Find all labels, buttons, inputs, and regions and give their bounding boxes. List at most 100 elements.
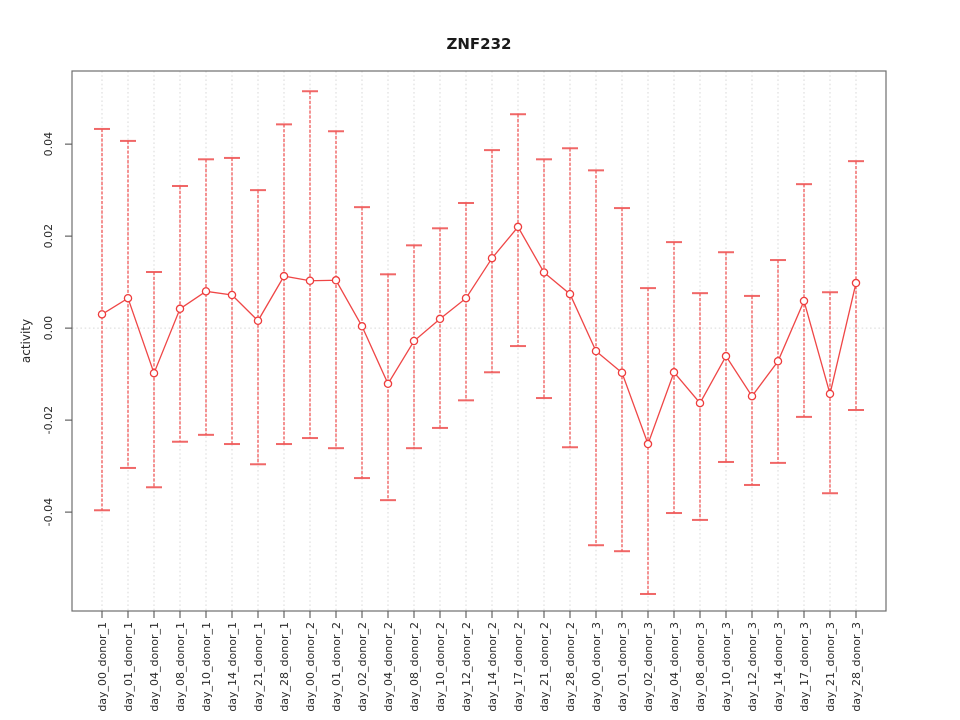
- data-point: [851, 278, 861, 288]
- x-tick-label: day_04_donor_2: [382, 622, 395, 712]
- data-point: [97, 310, 107, 319]
- error-bar: [94, 127, 110, 512]
- error-bar: [328, 130, 344, 450]
- error-bar: [666, 241, 682, 515]
- x-tick-label: day_00_donor_2: [304, 622, 317, 712]
- error-bar: [172, 184, 188, 443]
- data-point: [305, 276, 315, 285]
- series-line: [101, 225, 857, 446]
- error-bar: [744, 294, 760, 486]
- data-point: [565, 289, 575, 299]
- data-point: [591, 346, 601, 356]
- error-bar: [276, 123, 292, 446]
- x-tick-label: day_28_donor_1: [278, 622, 291, 712]
- x-tick-label: day_00_donor_1: [96, 622, 109, 712]
- x-tick-label: day_01_donor_1: [122, 622, 135, 712]
- x-tick-label: day_00_donor_3: [590, 622, 603, 712]
- data-point: [825, 389, 835, 399]
- data-point: [331, 276, 341, 285]
- error-bar: [536, 158, 552, 400]
- x-tick-label: day_02_donor_3: [642, 622, 655, 712]
- x-tick-label: day_17_donor_3: [798, 622, 811, 712]
- x-tick-label: day_14_donor_1: [226, 622, 239, 712]
- error-bar: [432, 227, 448, 429]
- x-tick-label: day_17_donor_2: [512, 622, 525, 712]
- data-point: [773, 356, 783, 366]
- data-point: [487, 253, 497, 263]
- error-bar: [120, 139, 136, 469]
- error-bar: [718, 251, 734, 463]
- x-tick-label: day_10_donor_3: [720, 622, 733, 712]
- x-tick-label: day_08_donor_3: [694, 622, 707, 712]
- x-tick-label: day_21_donor_3: [824, 622, 837, 712]
- data-point: [539, 268, 549, 277]
- data-points-layer: [97, 222, 861, 449]
- error-bar: [198, 158, 214, 436]
- error-bar: [302, 90, 318, 440]
- x-tick-label: day_12_donor_3: [746, 622, 759, 712]
- data-point: [409, 336, 419, 346]
- gridlines-layer: [101, 71, 857, 611]
- data-point: [643, 439, 653, 449]
- data-point: [747, 391, 757, 401]
- x-tick-label: day_08_donor_1: [174, 622, 187, 712]
- x-tick-label: day_14_donor_3: [772, 622, 785, 712]
- error-bar: [640, 287, 656, 595]
- x-tick-label: day_10_donor_2: [434, 622, 447, 712]
- x-tick-label: day_01_donor_2: [330, 622, 343, 712]
- data-point: [123, 293, 133, 303]
- x-tick-label: day_01_donor_3: [616, 622, 629, 712]
- y-tick-label: 0.00: [42, 316, 55, 341]
- y-tick-label: -0.04: [42, 498, 55, 526]
- error-bars-layer: [94, 90, 864, 595]
- y-tick-labels-layer: -0.04 -0.02 0.00 0.02 0.04: [42, 132, 55, 526]
- error-bar: [224, 156, 240, 446]
- x-tick-label: day_04_donor_3: [668, 622, 681, 712]
- error-bar: [146, 271, 162, 489]
- x-tick-label: day_08_donor_2: [408, 622, 421, 712]
- y-tick-label: 0.04: [42, 132, 55, 157]
- x-tick-label: day_14_donor_2: [486, 622, 499, 712]
- error-bar: [848, 160, 864, 411]
- data-point: [383, 379, 393, 389]
- x-tick-label: day_21_donor_1: [252, 622, 265, 712]
- series-line-layer: [101, 225, 857, 446]
- data-point: [799, 296, 809, 306]
- x-tick-label: day_10_donor_1: [200, 622, 213, 712]
- data-point: [175, 304, 185, 314]
- plot-box: [71, 70, 887, 612]
- x-tick-label: day_12_donor_2: [460, 622, 473, 712]
- data-point: [435, 314, 445, 324]
- x-tick-label: day_02_donor_2: [356, 622, 369, 712]
- x-tick-label: day_21_donor_2: [538, 622, 551, 712]
- error-bar: [250, 189, 266, 466]
- x-tick-label: day_28_donor_2: [564, 622, 577, 712]
- x-tick-labels-layer: day_00_donor_1 day_01_donor_1 day_04_donor…: [96, 622, 863, 712]
- data-point: [357, 322, 367, 331]
- data-point: [227, 290, 237, 300]
- error-bar: [354, 206, 370, 480]
- y-tick-label: -0.02: [42, 406, 55, 434]
- y-tick-label: 0.02: [42, 224, 55, 249]
- data-point: [669, 368, 679, 377]
- data-point: [617, 368, 627, 377]
- data-point: [279, 271, 289, 281]
- axes-layer: [65, 70, 887, 618]
- error-bar: [822, 291, 838, 495]
- error-bar: [614, 207, 630, 553]
- data-point: [513, 222, 523, 232]
- chart-title: ZNF232: [447, 35, 512, 53]
- x-tick-label: day_04_donor_1: [148, 622, 161, 712]
- data-point: [721, 351, 731, 361]
- y-axis-label: activity: [19, 319, 33, 363]
- data-point: [149, 368, 159, 378]
- data-point: [695, 398, 705, 408]
- x-tick-label: day_28_donor_3: [850, 622, 863, 712]
- error-bar: [406, 244, 422, 450]
- data-point: [253, 316, 263, 326]
- error-bar: [588, 169, 604, 547]
- data-point: [461, 293, 471, 303]
- data-point: [201, 287, 211, 296]
